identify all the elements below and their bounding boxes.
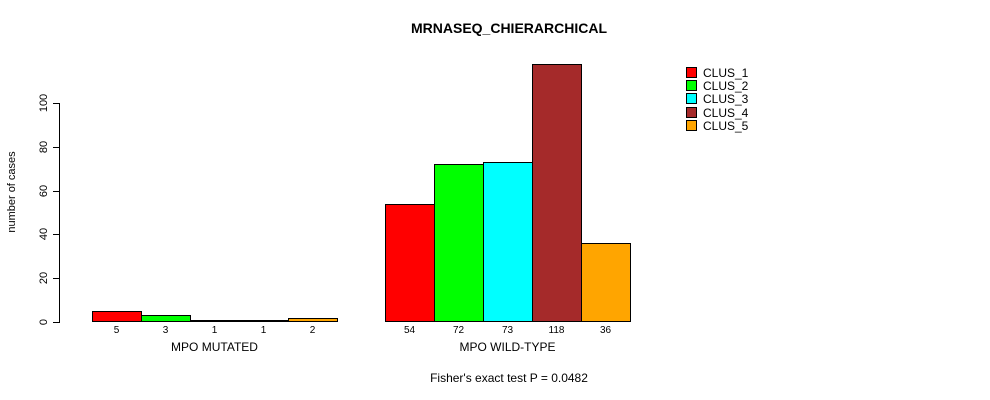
legend-label: CLUS_4	[703, 106, 749, 120]
y-axis-line	[59, 103, 60, 323]
x-category-label: MPO WILD-TYPE	[459, 340, 556, 354]
bar-clus-4-mpo-mutated	[239, 320, 289, 322]
legend-label: CLUS_5	[703, 119, 749, 133]
bar-clus-5-mpo-mutated	[288, 318, 338, 322]
bar-value-label: 3	[162, 325, 169, 336]
legend-item: CLUS_2	[686, 79, 776, 93]
y-axis-tick-label: 40	[38, 228, 50, 241]
chart-title: MRNASEQ_CHIERARCHICAL	[410, 20, 608, 36]
fisher-test-annotation: Fisher's exact test P = 0.0482	[430, 371, 588, 385]
bar-clus-3-mpo-mutated	[190, 320, 240, 322]
legend-color-swatch-clus_5	[686, 120, 697, 131]
bar-value-label: 118	[548, 325, 565, 336]
legend-color-swatch-clus_1	[686, 67, 697, 78]
y-axis-tick	[53, 103, 59, 104]
legend-item: CLUS_1	[686, 66, 776, 80]
bar-clus-4-mpo-wild-type	[532, 64, 582, 322]
bar-clus-1-mpo-mutated	[92, 311, 142, 322]
bar-clus-5-mpo-wild-type	[581, 243, 631, 322]
y-axis-tick-label: 60	[38, 184, 50, 197]
legend-item: CLUS_5	[686, 119, 776, 133]
bar-value-label: 72	[452, 325, 465, 336]
y-axis-tick	[53, 146, 59, 148]
y-axis-tick-label: 100	[38, 93, 50, 113]
bar-value-label: 1	[211, 325, 218, 336]
bar-clus-2-mpo-wild-type	[434, 164, 484, 322]
bar-value-label: 1	[260, 325, 267, 336]
bar-clus-1-mpo-wild-type	[385, 204, 435, 322]
y-axis-tick	[53, 190, 59, 192]
bar-value-label: 36	[599, 325, 612, 336]
x-category-label: MPO MUTATED	[171, 340, 258, 354]
y-axis-tick-label: 20	[38, 272, 50, 285]
bar-value-label: 2	[309, 325, 316, 336]
bar-value-label: 54	[403, 325, 416, 336]
bar-clus-3-mpo-wild-type	[483, 162, 533, 322]
legend-item: CLUS_4	[686, 106, 776, 120]
legend-item: CLUS_3	[686, 92, 776, 106]
y-axis-tick	[53, 278, 59, 280]
legend-label: CLUS_3	[703, 92, 749, 106]
legend-color-swatch-clus_4	[686, 107, 697, 118]
y-axis-tick-label: 80	[38, 140, 50, 153]
legend-label: CLUS_1	[703, 66, 749, 80]
legend-color-swatch-clus_2	[686, 80, 697, 91]
bar-value-label: 73	[501, 325, 514, 336]
y-axis-tick	[53, 322, 59, 323]
y-axis-tick	[53, 234, 59, 236]
bar-clus-2-mpo-mutated	[141, 315, 191, 322]
bar-value-label: 5	[113, 325, 120, 336]
legend-color-swatch-clus_3	[686, 93, 697, 104]
legend-label: CLUS_2	[703, 79, 749, 93]
y-axis-tick-label: 0	[38, 318, 50, 326]
y-axis-label: number of cases	[6, 151, 18, 233]
